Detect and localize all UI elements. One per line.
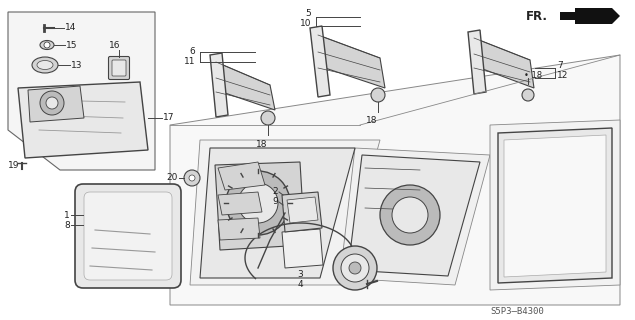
Polygon shape [348,155,480,276]
Ellipse shape [37,60,53,69]
Polygon shape [282,192,322,232]
Polygon shape [170,55,620,305]
Text: 18: 18 [257,140,268,149]
Circle shape [46,97,58,109]
Text: • 18: • 18 [524,70,542,79]
Text: 14: 14 [65,23,76,33]
Polygon shape [215,162,305,250]
Text: 17: 17 [163,114,175,123]
Polygon shape [310,26,330,97]
Polygon shape [560,8,620,24]
Circle shape [341,254,369,282]
Text: 19: 19 [8,161,20,170]
Text: 16: 16 [109,42,121,51]
Polygon shape [216,62,275,110]
Circle shape [371,88,385,102]
Text: 3: 3 [297,270,303,279]
Text: 8: 8 [64,220,70,229]
Polygon shape [474,38,534,88]
Circle shape [238,183,278,223]
Circle shape [522,89,534,101]
Polygon shape [200,148,355,278]
Text: 15: 15 [66,41,77,50]
Text: 6: 6 [189,47,195,57]
Polygon shape [340,148,490,285]
Text: 11: 11 [184,58,195,67]
FancyBboxPatch shape [84,192,172,280]
Text: S5P3–B4300: S5P3–B4300 [490,308,544,316]
Text: 20: 20 [166,173,178,182]
Text: 5: 5 [305,10,311,19]
Ellipse shape [32,57,58,73]
Circle shape [333,246,377,290]
Text: 1: 1 [64,211,70,220]
Text: 18: 18 [366,116,378,125]
Polygon shape [504,135,606,277]
Polygon shape [498,128,612,283]
FancyBboxPatch shape [112,60,126,76]
Text: 2: 2 [272,188,278,196]
Circle shape [184,170,200,186]
FancyBboxPatch shape [75,184,181,288]
Polygon shape [218,218,260,240]
Polygon shape [8,12,155,170]
Text: 7: 7 [557,60,563,69]
Polygon shape [218,192,262,215]
Circle shape [261,111,275,125]
Polygon shape [18,82,148,158]
Circle shape [226,171,290,235]
FancyBboxPatch shape [109,57,130,79]
Polygon shape [490,120,620,290]
Polygon shape [218,162,265,190]
Circle shape [392,197,428,233]
Polygon shape [28,86,84,122]
Polygon shape [282,229,323,268]
Text: 9: 9 [272,197,278,206]
Text: 10: 10 [300,19,311,28]
Circle shape [380,185,440,245]
Polygon shape [210,53,228,117]
Circle shape [44,42,50,48]
Text: 4: 4 [297,280,303,289]
Text: FR.: FR. [526,10,548,22]
Polygon shape [287,197,318,223]
Polygon shape [190,140,380,285]
Text: 12: 12 [557,70,568,79]
Circle shape [40,91,64,115]
Text: 13: 13 [71,60,83,69]
Circle shape [189,175,195,181]
Polygon shape [468,30,486,94]
Polygon shape [318,35,385,88]
Circle shape [349,262,361,274]
Ellipse shape [40,41,54,50]
